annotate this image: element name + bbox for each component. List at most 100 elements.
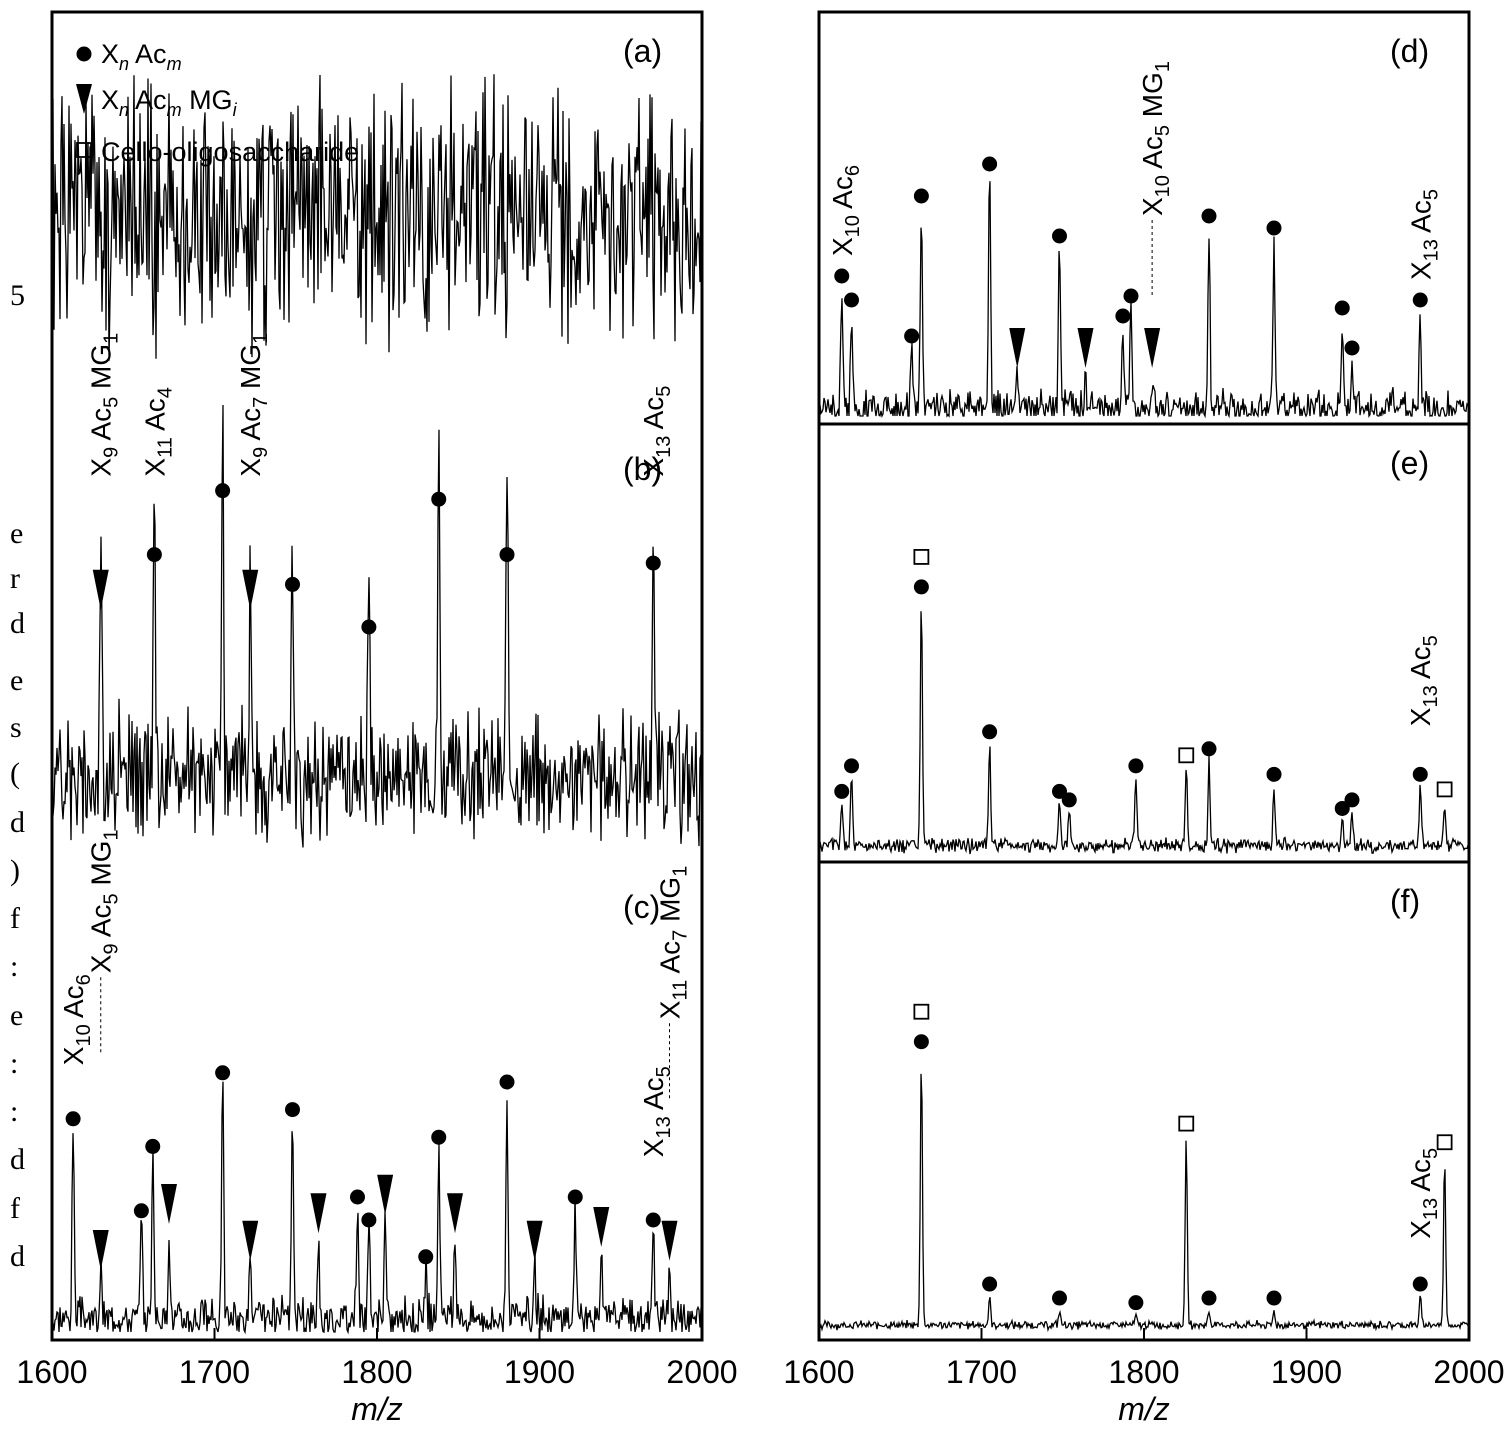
peak-label-sub: 10 — [842, 215, 864, 237]
peak-circle-marker — [1344, 792, 1360, 808]
peak-circle-marker — [1412, 766, 1428, 782]
peak-triangle-marker — [242, 569, 259, 610]
margin-glyph: ( — [10, 757, 20, 790]
peak-label-sub: 1 — [101, 333, 123, 344]
margin-glyph: e — [10, 517, 23, 550]
peak-circle-marker — [913, 1034, 929, 1050]
peak-label-x: X — [1137, 197, 1168, 216]
legend-circle-icon — [76, 46, 92, 62]
peak-label-mg: MG — [235, 344, 266, 397]
peak-triangle-marker — [92, 569, 109, 610]
peak-square-marker — [1436, 1134, 1453, 1151]
x-tick-label: 1800 — [341, 1354, 412, 1390]
peak-circle-marker — [844, 292, 859, 308]
margin-glyph: d — [10, 806, 25, 839]
margin-glyph: s — [10, 711, 22, 744]
peak-label-mg: MG — [655, 877, 686, 930]
panel-label: (c) — [623, 889, 660, 925]
margin-glyph: d — [10, 607, 25, 640]
peak-circle-marker — [1334, 300, 1350, 316]
peak-circle-marker — [1123, 288, 1139, 304]
x-axis-label: m/z — [351, 1391, 403, 1427]
peak-label: X10 Ac5 MG1 — [1137, 61, 1174, 216]
peak-label-x: X — [638, 458, 669, 477]
legend-triangle-icon — [76, 84, 92, 114]
peak-circle-marker — [146, 547, 162, 563]
peak-label-sub: 13 — [1420, 1198, 1442, 1220]
peak-label: X10 Ac6 — [58, 974, 95, 1065]
peak-label-sub: 5 — [653, 386, 675, 397]
peak-label-ac: Ac — [1405, 1159, 1436, 1198]
peak-circle-marker — [1115, 308, 1131, 324]
spectrum-trace — [51, 404, 703, 848]
peak-square-marker — [1178, 747, 1195, 764]
peak-label-sub: 7 — [669, 930, 691, 941]
peak-label-sub: 11 — [669, 980, 691, 1001]
peak-circle-marker — [1266, 766, 1282, 782]
peak-label-sub: 6 — [73, 974, 95, 985]
peak-label-mg: MG — [86, 344, 117, 397]
peak-circle-marker — [1052, 228, 1067, 244]
peak-label-x: X — [638, 1138, 669, 1157]
spectrum-trace — [51, 1081, 703, 1335]
peak-triangle-marker — [242, 1220, 259, 1261]
spectrum-trace — [818, 1073, 1470, 1333]
peak-label-sub: 5 — [101, 893, 123, 904]
peak-circle-marker — [982, 156, 998, 172]
peak-circle-marker — [645, 1212, 661, 1228]
peak-label-mg: MG — [86, 840, 117, 893]
legend-item-3: Cello-oligosaccharide — [101, 137, 359, 167]
peak-square-marker — [1178, 1115, 1195, 1132]
peak-circle-marker — [1266, 1290, 1282, 1306]
peak-square-marker — [913, 1003, 930, 1020]
legend: Xn Acm Xn Acm MGi Cello-oligosaccharide — [76, 39, 359, 167]
peak-label-sub: 4 — [154, 387, 176, 398]
peak-label-sub: 13 — [1420, 685, 1442, 707]
peak-circle-marker — [645, 555, 661, 571]
peak-label-ac: Ac — [1405, 200, 1436, 239]
panel-a: (a) — [51, 33, 703, 361]
peak-triangle-marker — [1144, 328, 1161, 368]
peak-triangle-marker — [377, 1174, 394, 1215]
peak-label-sub: 9 — [101, 447, 123, 458]
peak-circle-marker — [982, 724, 998, 740]
margin-glyph: 5 — [10, 279, 25, 312]
peak-label-x: X — [655, 1000, 686, 1019]
peak-label: X13 Ac5 — [1405, 635, 1442, 726]
peak-label-ac: Ac — [1405, 646, 1436, 685]
peak-circle-marker — [418, 1249, 434, 1265]
peak-circle-marker — [1128, 758, 1144, 774]
peak-label: X9 Ac5 MG1 — [86, 333, 123, 477]
legend-item-2: Xn Acm MGi — [101, 85, 238, 120]
margin-glyph: f — [10, 1192, 20, 1225]
x-tick-label: 2000 — [666, 1354, 737, 1390]
peak-triangle-marker — [161, 1184, 177, 1224]
peak-label: X10 Ac6 — [827, 165, 864, 256]
x-tick-label: 1700 — [946, 1354, 1017, 1390]
peak-label-sub: 10 — [1152, 175, 1174, 197]
panel-label: (d) — [1390, 33, 1429, 69]
spectrum-trace — [51, 74, 703, 361]
peak-circle-marker — [361, 619, 377, 635]
peak-circle-marker — [499, 547, 515, 563]
margin-glyph: e — [10, 664, 23, 697]
peak-label-ac: Ac — [139, 398, 170, 437]
peak-label: X13 Ac5 — [638, 1066, 675, 1157]
peak-circle-marker — [215, 483, 231, 499]
peak-circle-marker — [913, 579, 929, 595]
x-tick-label: 1700 — [179, 1354, 250, 1390]
peak-circle-marker — [1128, 1295, 1144, 1311]
x-axis-label: m/z — [1118, 1391, 1170, 1427]
peak-label-sub: 11 — [154, 437, 176, 458]
peak-label: X11 Ac7 MG1 — [655, 866, 692, 1020]
peak-label-sub: 9 — [250, 447, 272, 458]
peak-circle-marker — [215, 1065, 231, 1081]
peak-label-ac: Ac — [638, 1077, 669, 1116]
